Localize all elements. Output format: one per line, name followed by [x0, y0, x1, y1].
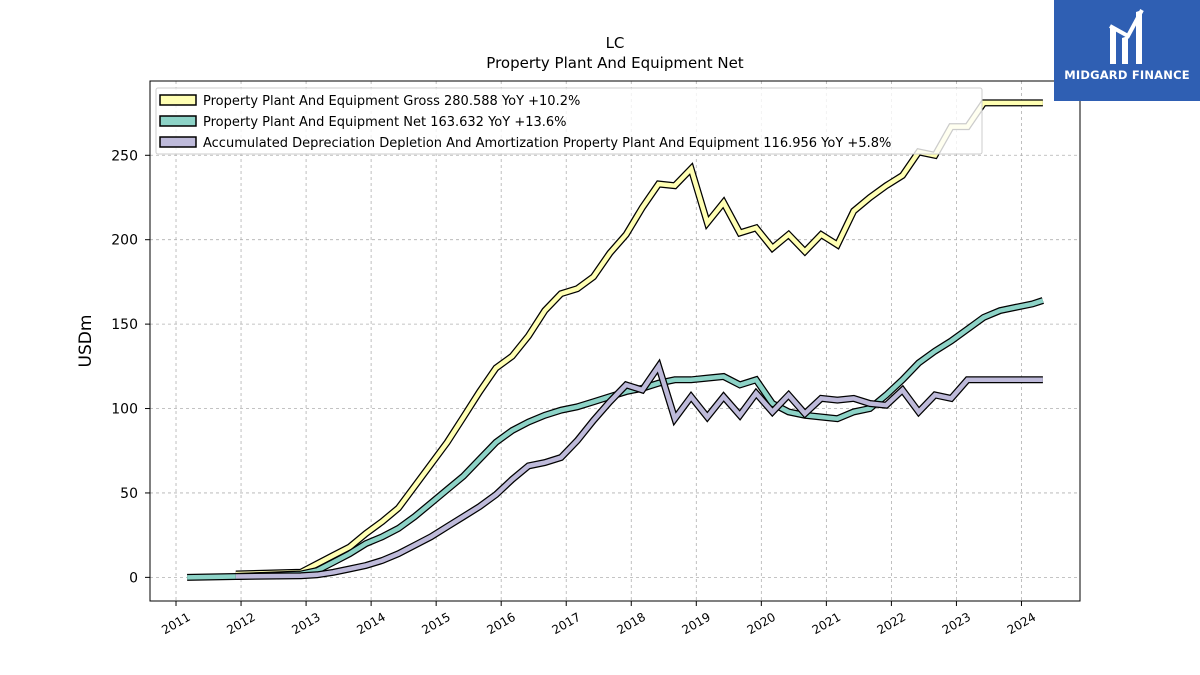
x-tick-label: 2011	[159, 610, 192, 637]
legend: Property Plant And Equipment Gross 280.5…	[155, 87, 983, 155]
legend-swatch	[159, 136, 197, 148]
legend-label: Property Plant And Equipment Gross 280.5…	[203, 94, 580, 109]
legend-label: Accumulated Depreciation Depletion And A…	[203, 136, 891, 151]
x-tick-label: 2019	[680, 610, 713, 637]
y-tick-label: 250	[111, 148, 138, 164]
x-tick-label: 2013	[289, 610, 322, 637]
x-tick-label: 2022	[875, 610, 908, 637]
x-tick-label: 2015	[419, 610, 452, 637]
x-tick-label: 2024	[1005, 610, 1038, 637]
series-line-outline	[187, 297, 1044, 581]
y-tick-label: 50	[120, 486, 138, 502]
grid	[150, 81, 1080, 601]
series-line	[235, 100, 1043, 577]
y-tick-label: 0	[129, 570, 138, 586]
y-axis-label: USDm	[76, 315, 96, 368]
midgard-logo-icon	[1109, 9, 1144, 64]
legend-box	[155, 87, 983, 155]
brand-name: MIDGARD FINANCE	[1064, 68, 1190, 82]
y-tick-label: 150	[111, 317, 138, 333]
x-tick-label: 2023	[940, 610, 973, 637]
legend-swatch	[159, 94, 197, 106]
y-tick-label: 100	[111, 402, 138, 418]
chart-title: LC	[606, 34, 625, 52]
series-lines	[187, 99, 1044, 581]
x-tick-label: 2017	[549, 610, 582, 637]
series-line-outline	[235, 99, 1043, 578]
chart-subtitle: Property Plant And Equipment Net	[486, 54, 743, 72]
x-tick-label: 2021	[810, 610, 843, 637]
plot-frame	[149, 80, 1081, 602]
x-tick-label: 2014	[354, 610, 387, 637]
y-tick-label: 200	[111, 233, 138, 249]
x-tick-label: 2018	[615, 610, 648, 637]
x-tick-label: 2012	[224, 610, 257, 637]
x-tick-label: 2020	[745, 610, 778, 637]
brand-logo: MIDGARD FINANCE	[1054, 0, 1200, 101]
series-line	[187, 298, 1044, 580]
x-tick-label: 2016	[484, 610, 517, 637]
legend-label: Property Plant And Equipment Net 163.632…	[203, 115, 567, 130]
legend-swatch	[159, 115, 197, 127]
series-line	[235, 361, 1043, 579]
